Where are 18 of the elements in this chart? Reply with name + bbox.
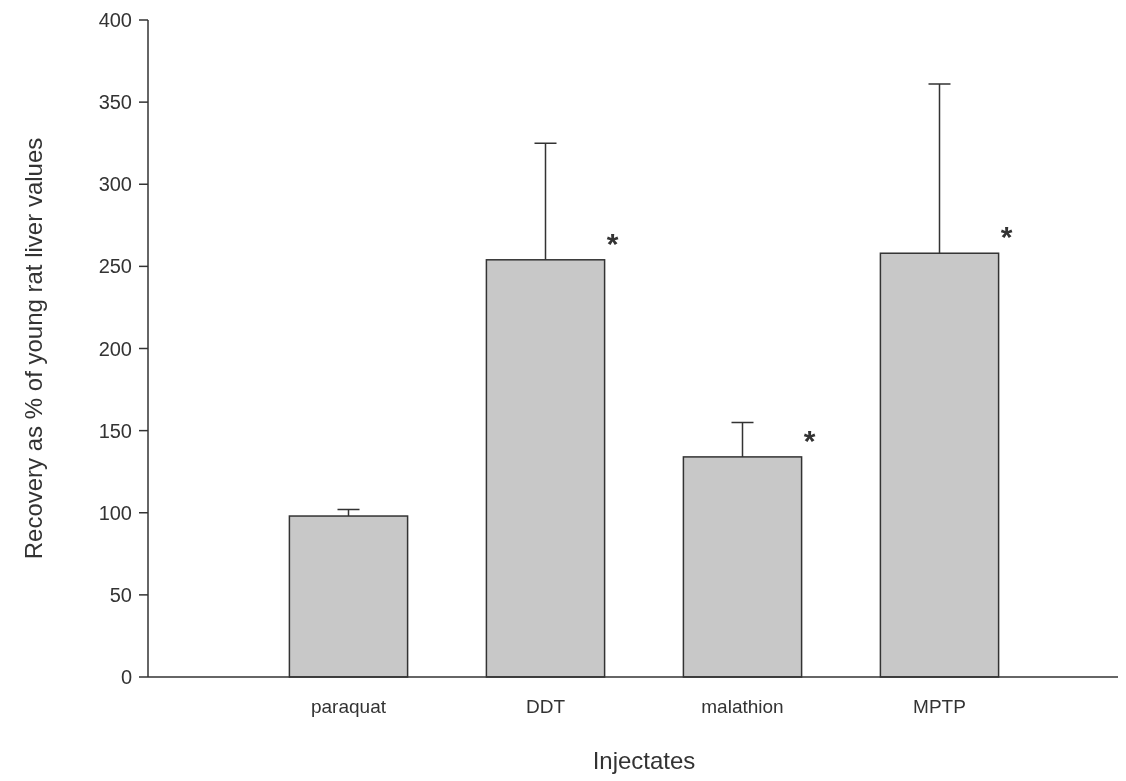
x-tick-label: malathion [701, 696, 784, 717]
y-tick-label: 350 [98, 91, 132, 114]
y-axis-title: Recovery as % of young rat liver values [20, 137, 47, 560]
annotation: * [606, 226, 619, 260]
x-axis-title: Injectates [592, 747, 696, 774]
y-tick-label: 300 [98, 173, 132, 196]
y-tick-label: 100 [98, 501, 132, 524]
y-tick-label: 250 [98, 255, 132, 278]
y-tick-label: 200 [98, 337, 132, 360]
y-tick-label: 400 [98, 9, 132, 31]
x-tick-label: MPTP [913, 696, 966, 717]
x-tick-label: paraquat [310, 696, 387, 717]
y-tick-label: 150 [98, 419, 132, 442]
annotation: * [1000, 220, 1013, 254]
annotation: * [803, 423, 816, 457]
y-tick-label: 0 [120, 666, 132, 688]
y-tick-label: 50 [109, 583, 132, 606]
x-tick-label: DDT [525, 696, 566, 717]
